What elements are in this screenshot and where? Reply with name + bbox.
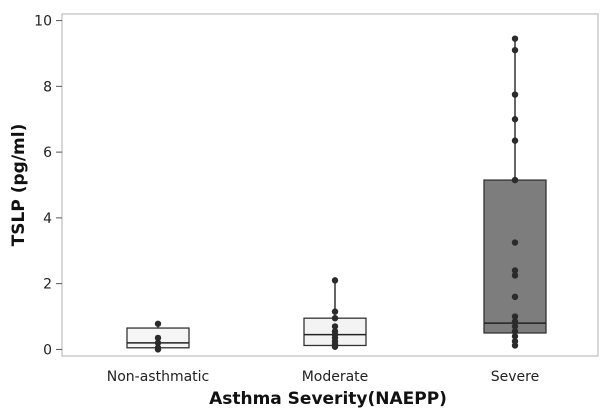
data-point bbox=[154, 344, 162, 351]
data-point bbox=[331, 277, 339, 284]
data-point bbox=[511, 91, 519, 98]
y-tick-label: 10 bbox=[34, 14, 52, 30]
x-category-label: Non-asthmatic bbox=[107, 369, 210, 385]
y-tick-label: 6 bbox=[43, 145, 52, 161]
y-axis-title: TSLP (pg/ml) bbox=[9, 124, 29, 247]
data-point bbox=[511, 35, 519, 42]
x-axis-title: Asthma Severity(NAEPP) bbox=[209, 389, 447, 409]
data-point bbox=[511, 328, 519, 335]
x-category-label: Severe bbox=[491, 369, 539, 385]
data-point bbox=[331, 314, 339, 322]
x-axis-labels: Non-asthmatic Moderate Severe bbox=[107, 369, 539, 385]
y-axis-ticks: 0 2 4 6 8 10 bbox=[34, 14, 62, 358]
data-point bbox=[154, 339, 162, 347]
data-point bbox=[511, 333, 519, 340]
data-point bbox=[331, 308, 339, 315]
data-point bbox=[511, 293, 519, 301]
data-points bbox=[154, 35, 519, 353]
x-category-label: Moderate bbox=[302, 369, 369, 385]
data-point bbox=[511, 239, 519, 246]
data-point bbox=[154, 334, 162, 342]
data-point bbox=[511, 116, 519, 123]
y-tick-label: 2 bbox=[43, 277, 52, 293]
y-tick-label: 0 bbox=[43, 342, 52, 358]
y-tick-label: 8 bbox=[43, 79, 52, 95]
data-point bbox=[154, 320, 162, 327]
data-point bbox=[511, 267, 519, 274]
iqr-box bbox=[483, 179, 547, 334]
data-point bbox=[511, 46, 519, 54]
data-point bbox=[511, 313, 519, 320]
y-tick-label: 4 bbox=[43, 211, 52, 227]
data-point bbox=[511, 137, 519, 144]
data-point bbox=[331, 323, 339, 330]
data-point bbox=[331, 328, 339, 335]
data-point bbox=[511, 323, 519, 330]
data-point bbox=[511, 272, 519, 279]
data-point bbox=[511, 318, 519, 325]
data-point bbox=[511, 176, 519, 184]
data-point bbox=[511, 338, 519, 345]
